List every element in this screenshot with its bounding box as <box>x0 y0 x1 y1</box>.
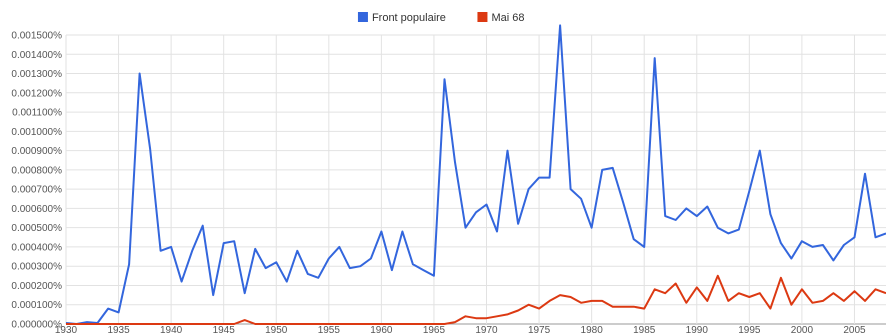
y-tick-label: 0.001400% <box>11 50 62 61</box>
x-tick-label: 1935 <box>107 325 130 334</box>
y-tick-label: 0.000300% <box>11 262 62 273</box>
y-tick-label: 0.000100% <box>11 300 62 311</box>
y-tick-label: 0.001300% <box>11 69 62 80</box>
x-tick-label: 1965 <box>423 325 446 334</box>
x-tick-label: 1990 <box>686 325 709 334</box>
chart-legend: Front populaire Mai 68 <box>357 12 524 24</box>
x-tick-label: 1975 <box>528 325 551 334</box>
y-tick-label: 0.000200% <box>11 281 62 292</box>
y-axis: 0.000000% 0.000100% 0.000200% 0.000300% 0.00… <box>11 31 62 331</box>
x-tick-label: 1930 <box>55 325 78 334</box>
y-tick-label: 0.000400% <box>11 242 62 253</box>
y-tick-label: 0.001200% <box>11 88 62 99</box>
x-tick-label: 2005 <box>843 325 866 334</box>
chart-grid <box>65 34 886 325</box>
x-tick-label: 2000 <box>791 325 814 334</box>
x-tick-label: 1995 <box>738 325 761 334</box>
x-tick-label: 1940 <box>160 325 183 334</box>
series-line-mai-68 <box>66 274 886 325</box>
x-tick-label: 1955 <box>318 325 341 334</box>
x-tick-label: 1985 <box>633 325 656 334</box>
legend-swatch <box>357 12 368 22</box>
y-tick-label: 0.001000% <box>11 127 62 138</box>
x-axis: 1930 1935 1940 1945 1950 1955 1960 1965 1970 1975… <box>55 325 866 334</box>
y-tick-label: 0.000000% <box>11 320 62 331</box>
x-tick-label: 1960 <box>370 325 393 334</box>
legend-label: Front populaire <box>372 12 446 24</box>
x-tick-label: 1970 <box>475 325 498 334</box>
x-tick-label: 1950 <box>265 325 288 334</box>
legend-swatch <box>477 12 488 22</box>
y-tick-label: 0.000500% <box>11 223 62 234</box>
y-tick-label: 0.000900% <box>11 146 62 157</box>
y-tick-label: 0.000700% <box>11 185 62 196</box>
y-tick-label: 0.000800% <box>11 165 62 176</box>
y-tick-label: 0.001100% <box>12 108 62 119</box>
y-tick-label: 0.001500% <box>11 31 62 42</box>
y-tick-label: 0.000600% <box>11 204 62 215</box>
chart-series <box>65 24 886 325</box>
x-tick-label: 1945 <box>213 325 236 334</box>
series-line-front-populaire <box>65 24 886 325</box>
x-tick-label: 1980 <box>581 325 604 334</box>
legend-label: Mai 68 <box>491 12 524 24</box>
